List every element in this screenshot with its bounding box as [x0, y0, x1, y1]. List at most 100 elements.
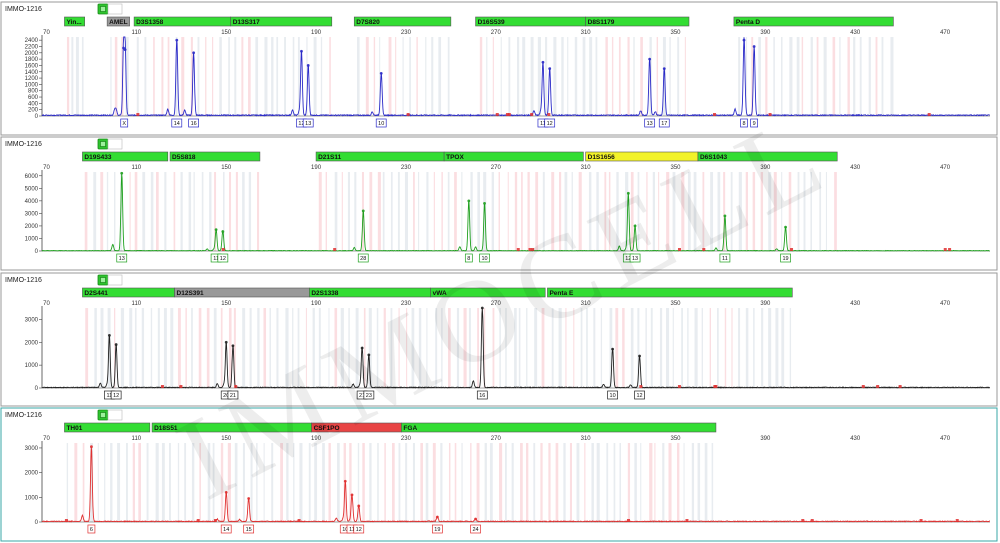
bin-line: [233, 308, 236, 388]
dye-toggle-field[interactable]: [107, 138, 123, 150]
allele-call-box[interactable]: [217, 253, 229, 263]
dye-toggle-button[interactable]: [97, 274, 123, 286]
dye-toggle-field[interactable]: [107, 274, 123, 286]
bin-line: [184, 443, 187, 522]
bin-line: [596, 172, 599, 251]
peak-point: [723, 214, 727, 218]
allele-call-box[interactable]: [243, 524, 255, 534]
peak-point: [306, 64, 310, 67]
marker-bar[interactable]: [401, 422, 717, 433]
bin-line: [156, 172, 159, 251]
y-tick-label: 0: [35, 386, 39, 392]
allele-call-box[interactable]: [302, 118, 314, 128]
bin-line: [484, 443, 487, 522]
allele-call-box[interactable]: [629, 253, 641, 263]
marker-bar[interactable]: [443, 151, 584, 162]
bin-line: [526, 443, 529, 522]
marker-bar[interactable]: [230, 16, 333, 27]
x-tick-label: 470: [940, 301, 951, 307]
bin-line: [789, 37, 793, 116]
allele-call-box[interactable]: [116, 253, 128, 263]
allele-call-box[interactable]: [658, 118, 670, 128]
allele-call-box[interactable]: [644, 118, 656, 128]
bin-line: [132, 443, 135, 522]
bin-line: [418, 172, 420, 251]
allele-call-box[interactable]: [171, 118, 183, 128]
allele-call-box[interactable]: [357, 253, 369, 263]
x-tick-label: 350: [670, 30, 681, 36]
dye-toggle-button[interactable]: [97, 409, 123, 421]
x-tick-label: 230: [401, 30, 412, 36]
allele-call-box[interactable]: [110, 390, 122, 400]
allele-call-box[interactable]: [375, 118, 387, 128]
marker-bar[interactable]: [64, 422, 151, 433]
bin-line: [379, 37, 381, 116]
bin-line: [619, 443, 621, 522]
bin-line: [796, 37, 800, 116]
marker-label: D13S317: [233, 19, 260, 26]
allele-call-box[interactable]: [464, 253, 473, 263]
bin-line: [505, 443, 507, 522]
allele-call-box[interactable]: [220, 524, 232, 534]
marker-bar[interactable]: [547, 287, 793, 298]
marker-label: D7S820: [356, 19, 380, 26]
x-tick-label: 230: [401, 436, 412, 442]
allele-call-box[interactable]: [353, 524, 365, 534]
bin-line: [738, 37, 741, 116]
peak-point: [483, 201, 486, 205]
dye-toggle-button[interactable]: [97, 3, 123, 15]
bin-line: [573, 308, 575, 388]
allele-call-box[interactable]: [780, 253, 791, 263]
allele-call-box[interactable]: [363, 390, 375, 400]
peak-point: [742, 38, 746, 42]
bin-line: [711, 443, 714, 522]
allele-call-box[interactable]: [432, 524, 443, 534]
marker-bar[interactable]: [353, 16, 452, 27]
allele-call-box[interactable]: [470, 524, 481, 534]
allele-call-box[interactable]: [607, 390, 618, 400]
allele-call-box[interactable]: [479, 253, 490, 263]
allele-call-box[interactable]: [188, 118, 199, 128]
allele-call-box[interactable]: [544, 118, 556, 128]
bin-line: [299, 443, 303, 522]
bin-line: [219, 37, 222, 116]
allele-call-box[interactable]: [87, 524, 96, 534]
marker-bar[interactable]: [169, 151, 261, 162]
bin-line: [479, 37, 483, 116]
bin-line: [322, 443, 325, 522]
bin-line: [390, 308, 393, 388]
bin-line: [405, 443, 408, 522]
size-standard-peak: [528, 248, 532, 251]
marker-bar[interactable]: [733, 16, 894, 27]
allele-call-box[interactable]: [740, 118, 748, 128]
y-tick-label: 3000: [25, 446, 39, 452]
marker-bar[interactable]: [697, 151, 838, 162]
marker-bar[interactable]: [585, 16, 690, 27]
bin-line: [191, 443, 195, 522]
marker-bar[interactable]: [82, 151, 169, 162]
allele-call-box[interactable]: [227, 390, 239, 400]
bin-line: [150, 172, 154, 251]
bin-line: [542, 172, 545, 251]
dye-toggle-field[interactable]: [107, 409, 123, 421]
allele-call-box[interactable]: [634, 390, 645, 400]
bin-line: [761, 308, 764, 388]
bin-line: [285, 308, 289, 388]
marker-bar[interactable]: [106, 16, 130, 27]
bin-line: [228, 308, 232, 388]
bin-line: [248, 172, 252, 251]
x-tick-label: 190: [311, 30, 322, 36]
allele-call-box[interactable]: [120, 118, 129, 128]
bin-line: [242, 443, 245, 522]
dye-toggle-button[interactable]: [97, 138, 123, 150]
marker-bar[interactable]: [430, 287, 546, 298]
dye-toggle-field[interactable]: [107, 3, 123, 15]
bin-line: [347, 172, 350, 251]
bin-line: [426, 172, 429, 251]
allele-call-box[interactable]: [719, 253, 731, 263]
bin-line: [697, 443, 701, 522]
allele-call-box[interactable]: [476, 390, 488, 400]
allele-call-box[interactable]: [750, 118, 758, 128]
marker-bar[interactable]: [64, 16, 85, 27]
